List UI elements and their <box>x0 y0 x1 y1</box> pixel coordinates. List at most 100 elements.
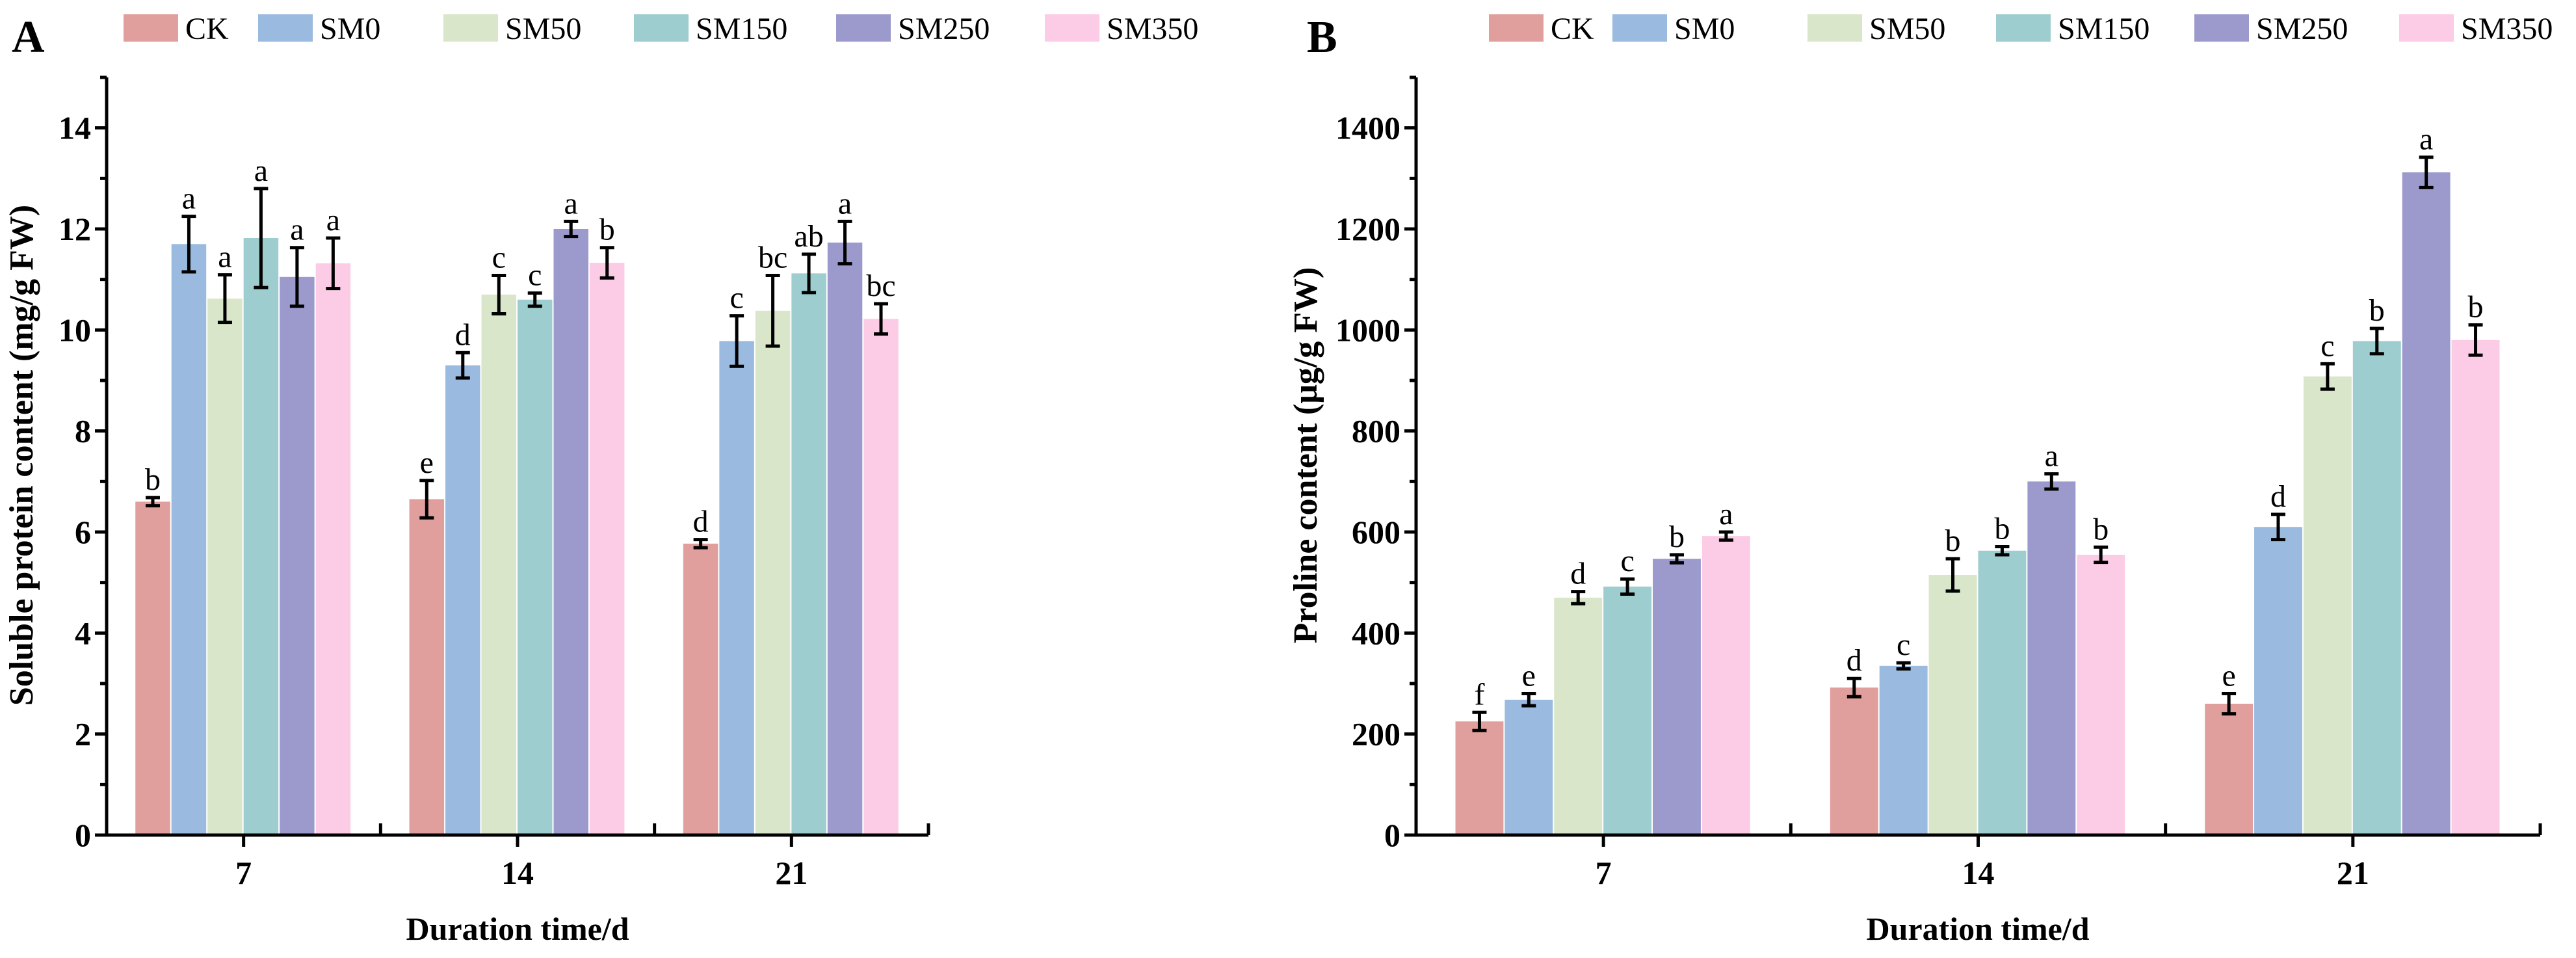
bar-sm50-21 <box>755 310 791 835</box>
bar-sm350-7 <box>315 263 351 835</box>
error-bar <box>1896 661 1911 671</box>
legend-label: SM50 <box>505 12 581 46</box>
error-bar <box>254 187 269 289</box>
bar-sm0-14 <box>445 365 480 835</box>
significance-letter: d <box>1570 557 1586 591</box>
significance-letter: a <box>2419 122 2433 157</box>
significance-letter: b <box>1994 512 2010 546</box>
bar-sm50-7 <box>1554 597 1603 835</box>
significance-letter: a <box>326 203 340 237</box>
error-bar <box>2468 323 2483 357</box>
legend-item-sm50: SM50 <box>1807 12 1945 46</box>
legend-label: SM50 <box>1869 12 1945 46</box>
y-tick-label: 6 <box>75 514 91 550</box>
y-tick-label: 600 <box>1352 514 1400 550</box>
error-bar <box>1669 553 1684 565</box>
error-bar <box>1472 710 1487 732</box>
x-tick-label: 21 <box>2337 855 2369 891</box>
y-tick-label: 12 <box>59 211 91 247</box>
panel-a-soluble-protein-chart: A Soluble protein content (mg/g FW) Dura… <box>3 12 1198 947</box>
legend-item-sm350: SM350 <box>2399 12 2553 46</box>
error-bar <box>326 236 341 291</box>
legend-swatch <box>634 14 689 42</box>
x-tick-label: 7 <box>1596 855 1612 891</box>
legend-swatch <box>1996 14 2051 42</box>
legend-label: SM250 <box>2256 12 2348 46</box>
legend-item-sm0: SM0 <box>1612 12 1735 46</box>
significance-letter: c <box>729 281 743 315</box>
panel-label-b: B <box>1307 12 1337 62</box>
legend-label: CK <box>185 12 229 46</box>
significance-letter: bc <box>866 269 895 303</box>
error-bar <box>1571 590 1586 605</box>
x-tick-label: 7 <box>235 855 252 891</box>
legend-label: SM0 <box>320 12 380 46</box>
significance-letter: c <box>2320 328 2334 363</box>
y-tick-label: 4 <box>75 615 91 651</box>
significance-letter: ab <box>794 219 823 254</box>
error-bar <box>1620 577 1635 596</box>
bar-ck-7 <box>1455 721 1504 835</box>
significance-letter: d <box>2270 479 2286 514</box>
legend-item-sm0: SM0 <box>258 12 380 46</box>
y-tick-label: 200 <box>1352 716 1400 752</box>
y-tick-label: 2 <box>75 716 91 752</box>
bar-sm50-14 <box>481 294 516 835</box>
significance-letter: f <box>1474 677 1484 712</box>
bar-sm150-14 <box>1978 550 2027 835</box>
bar-sm50-21 <box>2303 376 2352 835</box>
significance-letter: b <box>145 462 161 497</box>
significance-letter: a <box>182 181 196 216</box>
panel-b-proline-chart: B Proline content (μg/g FW) Duration tim… <box>1287 12 2553 947</box>
x-tick-label: 14 <box>501 855 534 891</box>
error-bar <box>217 273 232 325</box>
significance-letter: e <box>420 446 434 480</box>
bar-sm150-21 <box>791 273 826 835</box>
legend-swatch <box>2399 14 2454 42</box>
error-bar <box>2044 472 2059 491</box>
legend-swatch <box>1489 14 1544 42</box>
significance-letter: d <box>693 505 709 539</box>
bar-sm0-14 <box>1879 665 1928 835</box>
axes <box>95 75 930 847</box>
error-bar <box>1521 692 1536 708</box>
error-bar <box>492 273 506 315</box>
legend-swatch <box>124 14 178 42</box>
legend-swatch <box>1807 14 1862 42</box>
bar-ck-14 <box>1830 687 1878 835</box>
x-axis-title-a: Duration time/d <box>406 911 629 947</box>
error-bar <box>455 351 470 380</box>
bar-sm50-7 <box>207 299 243 835</box>
error-bar <box>527 291 542 308</box>
significance-letter: a <box>218 240 231 274</box>
error-bar <box>1847 676 1861 699</box>
bar-sm0-7 <box>1505 699 1553 835</box>
significance-letter: b <box>1669 520 1685 554</box>
error-bar <box>874 302 889 336</box>
y-tick-label: 1400 <box>1335 110 1400 146</box>
error-bar <box>837 219 852 266</box>
legend-label: SM350 <box>1107 12 1198 46</box>
x-tick-label: 21 <box>775 855 808 891</box>
legend-label: SM0 <box>1674 12 1735 46</box>
bar-sm350-14 <box>2077 554 2125 835</box>
bar-sm250-7 <box>1653 559 1701 835</box>
legend-swatch <box>2194 14 2249 42</box>
y-tick-label: 1200 <box>1335 211 1400 247</box>
error-bar <box>145 496 160 508</box>
error-bar <box>693 538 708 550</box>
error-bar <box>564 219 579 239</box>
legend-label: SM150 <box>696 12 787 46</box>
axes <box>1404 75 2542 847</box>
y-tick-label: 800 <box>1352 413 1400 449</box>
legend-label: SM250 <box>898 12 990 46</box>
bar-sm50-14 <box>1928 575 1977 835</box>
error-bar <box>419 479 434 520</box>
error-bar <box>2320 362 2335 391</box>
significance-letter: a <box>1719 497 1733 531</box>
legend-swatch <box>258 14 313 42</box>
y-tick-label: 400 <box>1352 615 1400 651</box>
bar-sm150-14 <box>518 299 553 835</box>
legend-item-sm150: SM150 <box>1996 12 2149 46</box>
